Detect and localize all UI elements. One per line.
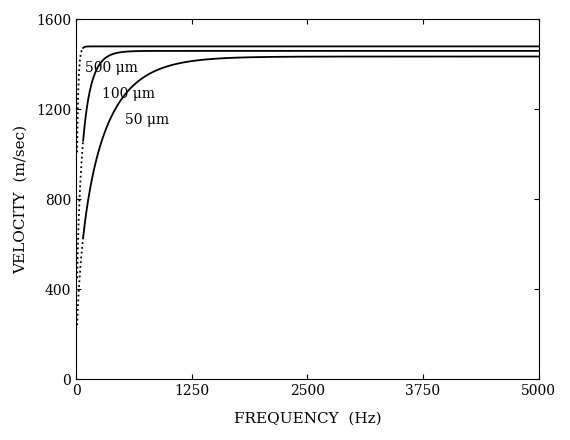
Text: 500 μm: 500 μm <box>84 61 137 75</box>
Text: 50 μm: 50 μm <box>125 113 169 127</box>
Text: 100 μm: 100 μm <box>102 87 155 101</box>
Y-axis label: VELOCITY  (m/sec): VELOCITY (m/sec) <box>14 125 28 274</box>
X-axis label: FREQUENCY  (Hz): FREQUENCY (Hz) <box>234 412 381 426</box>
